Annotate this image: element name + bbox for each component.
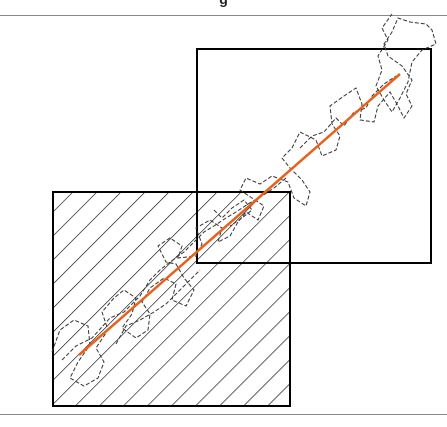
- orange-trend-line: [78, 73, 401, 356]
- dashed-polygon-path: [51, 13, 437, 387]
- dashed-polygon-path-inner: [61, 75, 397, 361]
- hatched-square: [52, 191, 291, 407]
- title-fragment: g: [0, 0, 447, 7]
- outline-square: [196, 48, 432, 264]
